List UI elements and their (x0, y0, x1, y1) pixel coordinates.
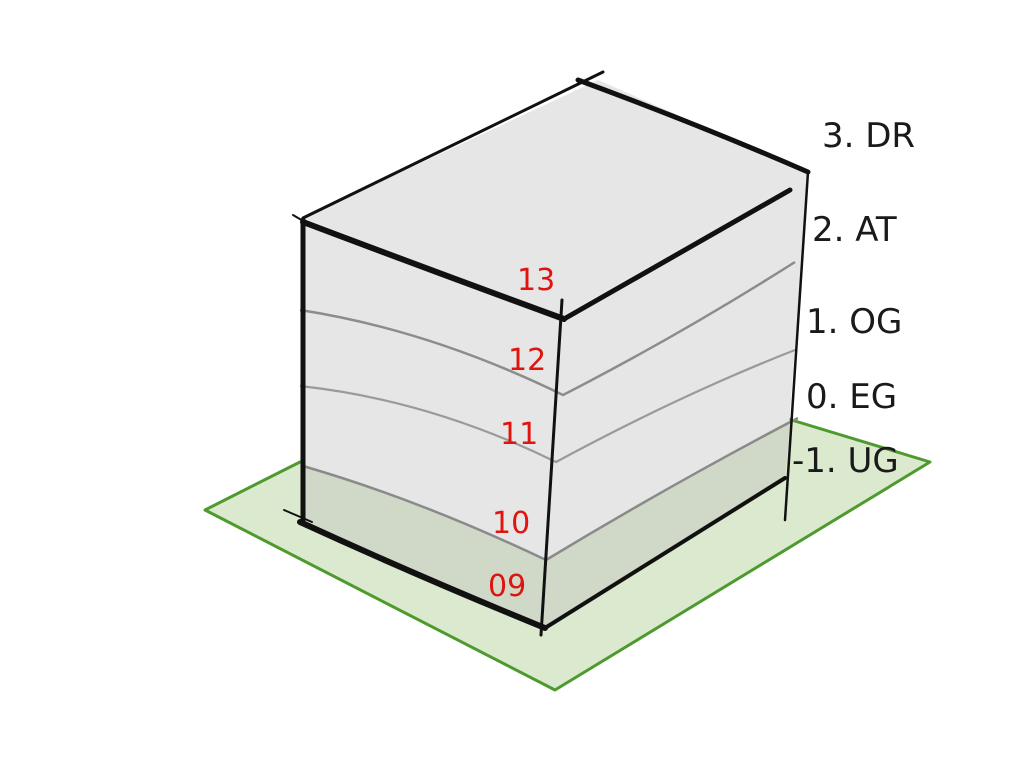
floor-label-og: 1. OG (806, 302, 902, 342)
floor-line-12 (299, 260, 796, 397)
building-outline (283, 70, 811, 637)
floor-label-dr: 3. DR (822, 116, 915, 156)
level-number-11: 11 (500, 417, 538, 452)
below-ground-right (543, 420, 790, 630)
below-ground-left (303, 466, 546, 630)
roof-face (303, 80, 808, 318)
floor-label-at: 2. AT (812, 210, 897, 250)
floor-label-eg: 0. EG (806, 377, 897, 417)
level-number-13: 13 (517, 263, 555, 298)
level-number-10: 10 (492, 506, 530, 541)
level-number-09: 09 (488, 569, 526, 604)
floor-label-ug: -1. UG (792, 441, 899, 481)
floor-line-11 (299, 348, 796, 464)
level-number-12: 12 (508, 343, 546, 378)
